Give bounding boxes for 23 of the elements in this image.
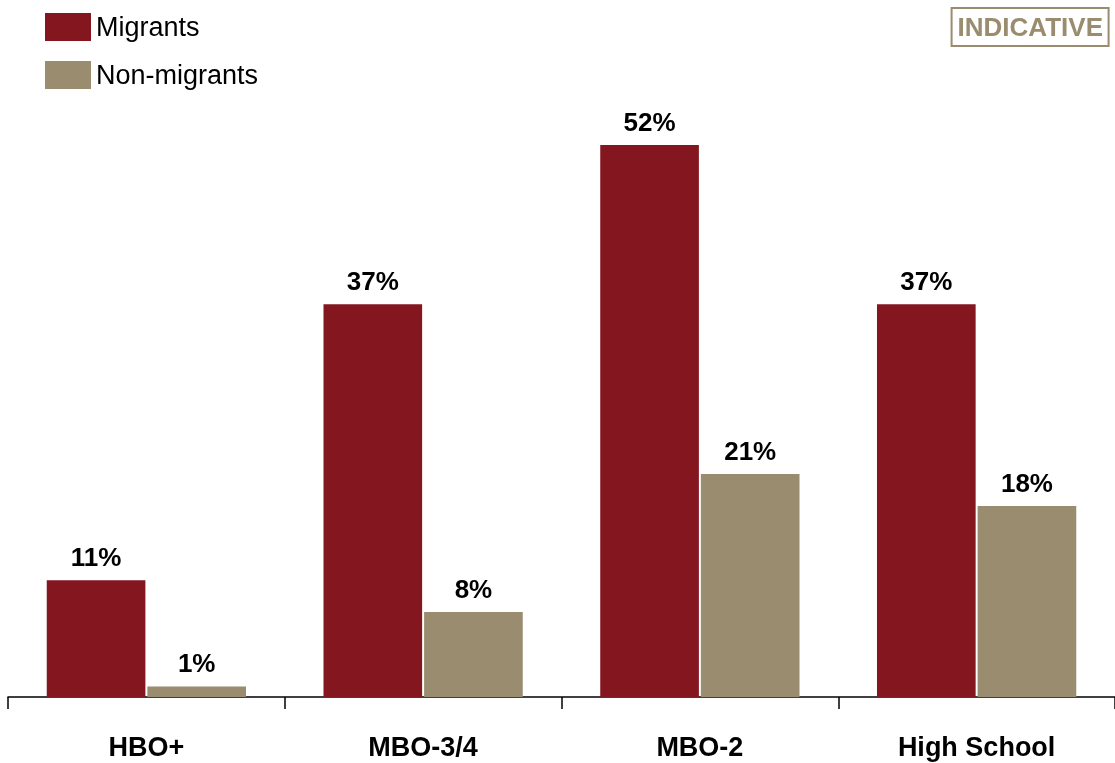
data-label: 11% [70,542,122,573]
data-label: 1% [177,648,216,679]
text: INDICATIVE [957,12,1104,42]
x-tick-label: HBO+ [108,731,185,762]
data-label: 52% [623,106,676,137]
bar [424,612,523,697]
bar [700,474,800,697]
data-label: 21% [724,436,777,467]
data-label: 8% [454,574,493,605]
x-tick-label: High School [897,731,1056,762]
bar [977,505,1077,697]
bar [323,304,423,697]
legend-label: Migrants [96,12,200,42]
x-tick-label: MBO-3/4 [368,731,478,762]
bar [147,686,247,697]
data-label: 18% [1000,467,1053,498]
data-label: 37% [346,266,399,297]
bar [877,304,976,697]
bar [46,580,146,697]
x-tick-label: MBO-2 [656,731,744,762]
data-label: 37% [900,266,953,297]
legend-label: Non-migrants [96,60,259,90]
bar [600,144,699,697]
